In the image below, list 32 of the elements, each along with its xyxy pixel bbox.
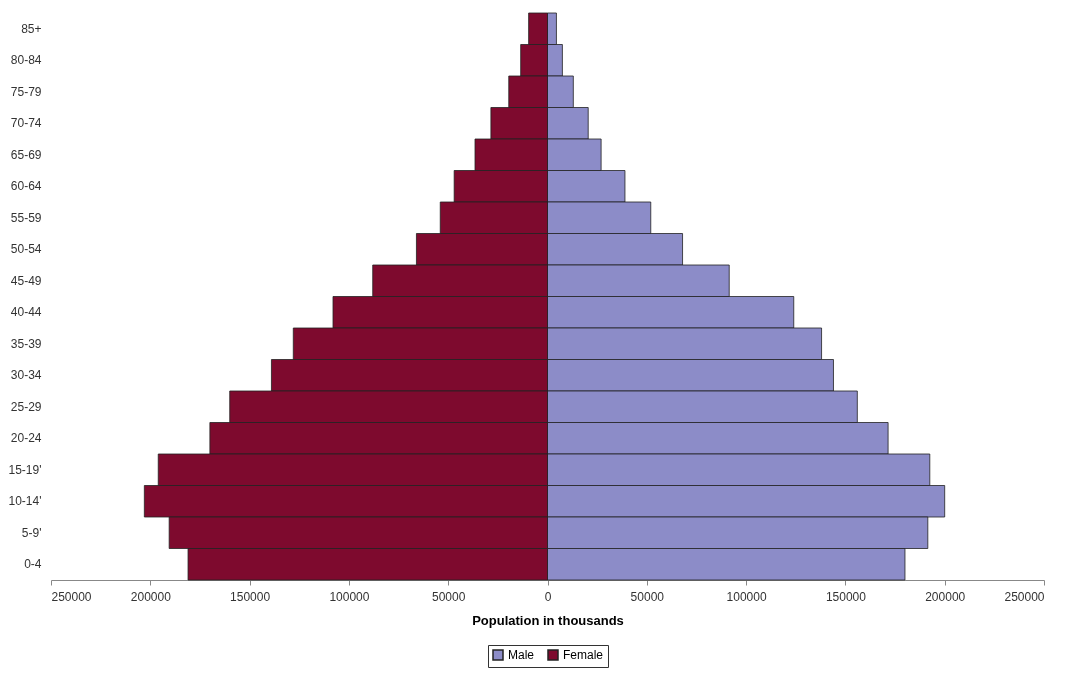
x-tick-label: 150000	[230, 589, 271, 604]
y-tick-label: 40-44	[10, 305, 42, 320]
y-tick-label: 5-9'	[21, 525, 42, 540]
y-tick-label: 60-64	[10, 179, 42, 194]
y-tick-label: 65-69	[10, 147, 42, 162]
y-tick-label: 50-54	[10, 242, 42, 257]
y-tick-label: 25-29	[10, 399, 42, 414]
y-tick-label: 10-14'	[8, 494, 42, 509]
x-tick-label: 150000	[825, 589, 867, 604]
x-tick-label: 250000	[51, 589, 92, 604]
x-tick-label: 0	[544, 589, 552, 604]
x-tick-label: 200000	[925, 589, 966, 604]
y-tick-label: 85+	[21, 21, 42, 36]
y-tick-label: 30-34	[10, 368, 42, 383]
legend-label: Male	[508, 648, 535, 662]
x-tick-label: 100000	[726, 589, 767, 604]
x-axis-title: Population in thousands	[472, 612, 624, 628]
x-tick-label: 200000	[130, 589, 172, 604]
y-tick-label: 20-24	[10, 431, 42, 446]
legend-label: Female	[563, 648, 604, 662]
y-tick-label: 75-79	[10, 84, 42, 99]
y-tick-label: 55-59	[10, 210, 42, 225]
y-tick-label: 70-74	[10, 116, 42, 131]
x-tick-label: 50000	[630, 589, 665, 604]
y-tick-label: 0-4	[24, 557, 42, 572]
y-tick-label: 45-49	[10, 273, 42, 288]
x-tick-label: 100000	[329, 589, 370, 604]
y-tick-label: 15-19'	[8, 462, 42, 477]
y-tick-label: 35-39	[10, 336, 42, 351]
x-tick-label: 50000	[432, 589, 466, 604]
y-tick-label: 80-84	[10, 53, 42, 68]
x-tick-label: 250000	[1004, 589, 1045, 604]
